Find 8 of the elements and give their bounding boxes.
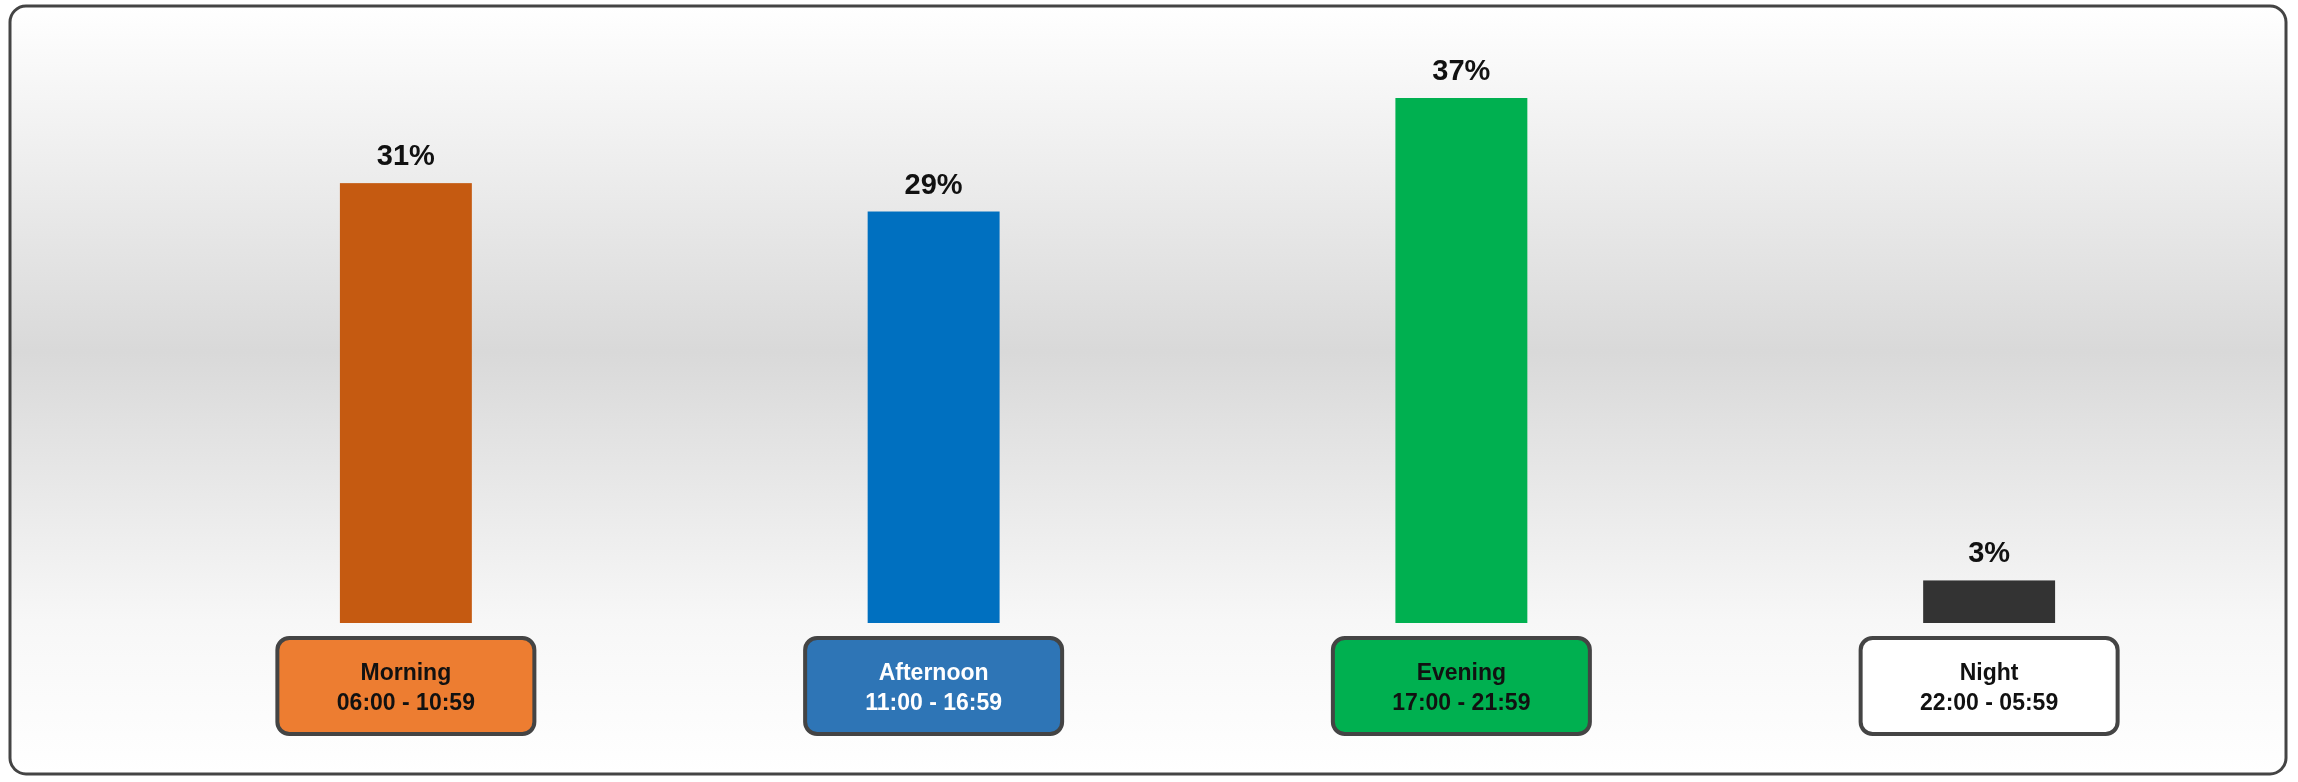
x-tick-label: Evening 17:00 - 21:59	[1392, 659, 1531, 715]
x-tick-label: Night 22:00 - 05:59	[1920, 659, 2059, 715]
x-tick-label: Morning 06:00 - 10:59	[336, 659, 475, 715]
data-label: 31%	[376, 139, 436, 172]
data-label: 3%	[1968, 536, 2011, 569]
x-tick-label: Afternoon 11:00 - 16:59	[865, 659, 1003, 715]
data-label: 29%	[904, 167, 963, 200]
data-label: 37%	[1432, 54, 1491, 86]
